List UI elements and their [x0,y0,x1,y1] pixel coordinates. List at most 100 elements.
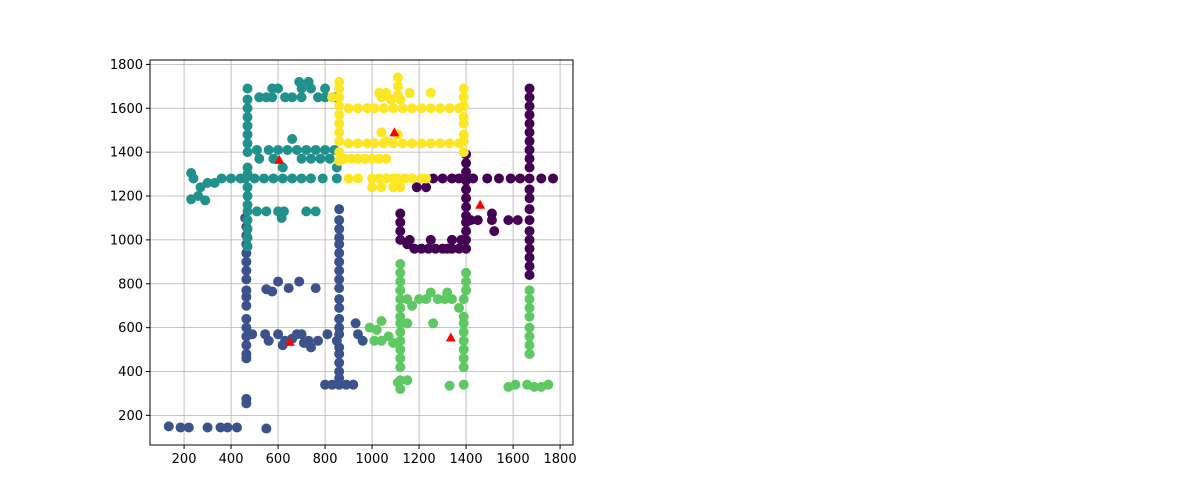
data-point [395,267,406,278]
data-point [468,173,479,184]
data-point [334,223,345,234]
data-point [416,243,427,254]
data-point [241,340,252,351]
data-point [524,101,535,112]
data-point [435,138,446,149]
data-point [241,265,252,276]
data-point [254,92,265,103]
data-point [231,422,242,433]
data-point [446,234,457,245]
centroid-marker [445,332,456,342]
data-point [388,337,399,348]
data-point [241,398,252,409]
data-point [273,329,284,340]
data-point [241,256,252,267]
data-point [524,144,535,155]
data-point [343,138,354,149]
data-point [200,195,211,206]
data-point [395,94,406,105]
data-point [404,234,415,245]
data-point [416,138,427,149]
data-point [395,208,406,219]
data-point [524,92,535,103]
data-point [378,103,389,114]
data-point [524,162,535,173]
data-point [287,92,298,103]
data-point [247,329,258,340]
data-point [536,173,547,184]
y-tick-label: 1200 [110,190,143,205]
data-point [305,153,316,164]
data-point [222,422,233,433]
data-point [334,294,345,305]
data-point [407,173,418,184]
data-point [461,226,472,237]
data-point [258,173,269,184]
data-point [435,103,446,114]
data-point [409,243,420,254]
x-tick-label: 800 [313,452,338,467]
data-point [395,318,406,329]
data-point [324,153,335,164]
data-point [524,252,535,263]
data-point [251,144,262,155]
data-point [472,215,483,226]
data-point [320,92,331,103]
data-point [425,103,436,114]
data-point [395,302,406,313]
y-tick-label: 1800 [110,58,143,73]
centroid-marker [389,127,400,137]
x-tick-label: 1400 [450,452,483,467]
y-axis-ticks: 200 400 600 800 1000 1200 1400 1600 1800 [110,58,150,424]
data-point [273,276,284,287]
data-point [320,144,331,155]
data-point [327,379,338,390]
data-point [334,379,345,390]
data-point [348,379,359,390]
data-point [334,136,345,147]
data-point [376,127,387,138]
data-point [458,362,469,373]
data-point [402,375,413,386]
data-point [242,215,253,226]
data-point [305,173,316,184]
data-point [524,136,535,147]
centroid-marker [274,154,285,164]
data-point [350,318,361,329]
data-point [524,215,535,226]
data-point [320,379,331,390]
data-point [515,173,526,184]
points-layer [163,72,559,434]
data-point [425,234,436,245]
data-point [388,182,399,193]
data-point [374,153,385,164]
data-point [242,147,253,158]
data-point [397,103,408,114]
data-point [242,223,253,234]
data-point [334,357,345,368]
data-point [334,256,345,267]
data-point [444,138,455,149]
data-point [381,136,392,147]
data-point [242,103,253,114]
data-point [458,379,469,390]
y-tick-label: 1000 [110,233,143,248]
data-point [548,173,559,184]
data-point [352,173,363,184]
data-point [444,380,455,391]
x-tick-label: 600 [266,452,291,467]
data-point [369,138,380,149]
data-point [482,173,493,184]
data-point [334,92,345,103]
data-point [446,173,457,184]
data-point [317,173,328,184]
data-point [461,243,472,254]
data-point [395,327,406,338]
data-point [423,243,434,254]
data-point [402,318,413,329]
y-tick-label: 800 [118,277,143,292]
data-point [296,329,307,340]
data-point [371,324,382,335]
data-point [242,232,253,243]
